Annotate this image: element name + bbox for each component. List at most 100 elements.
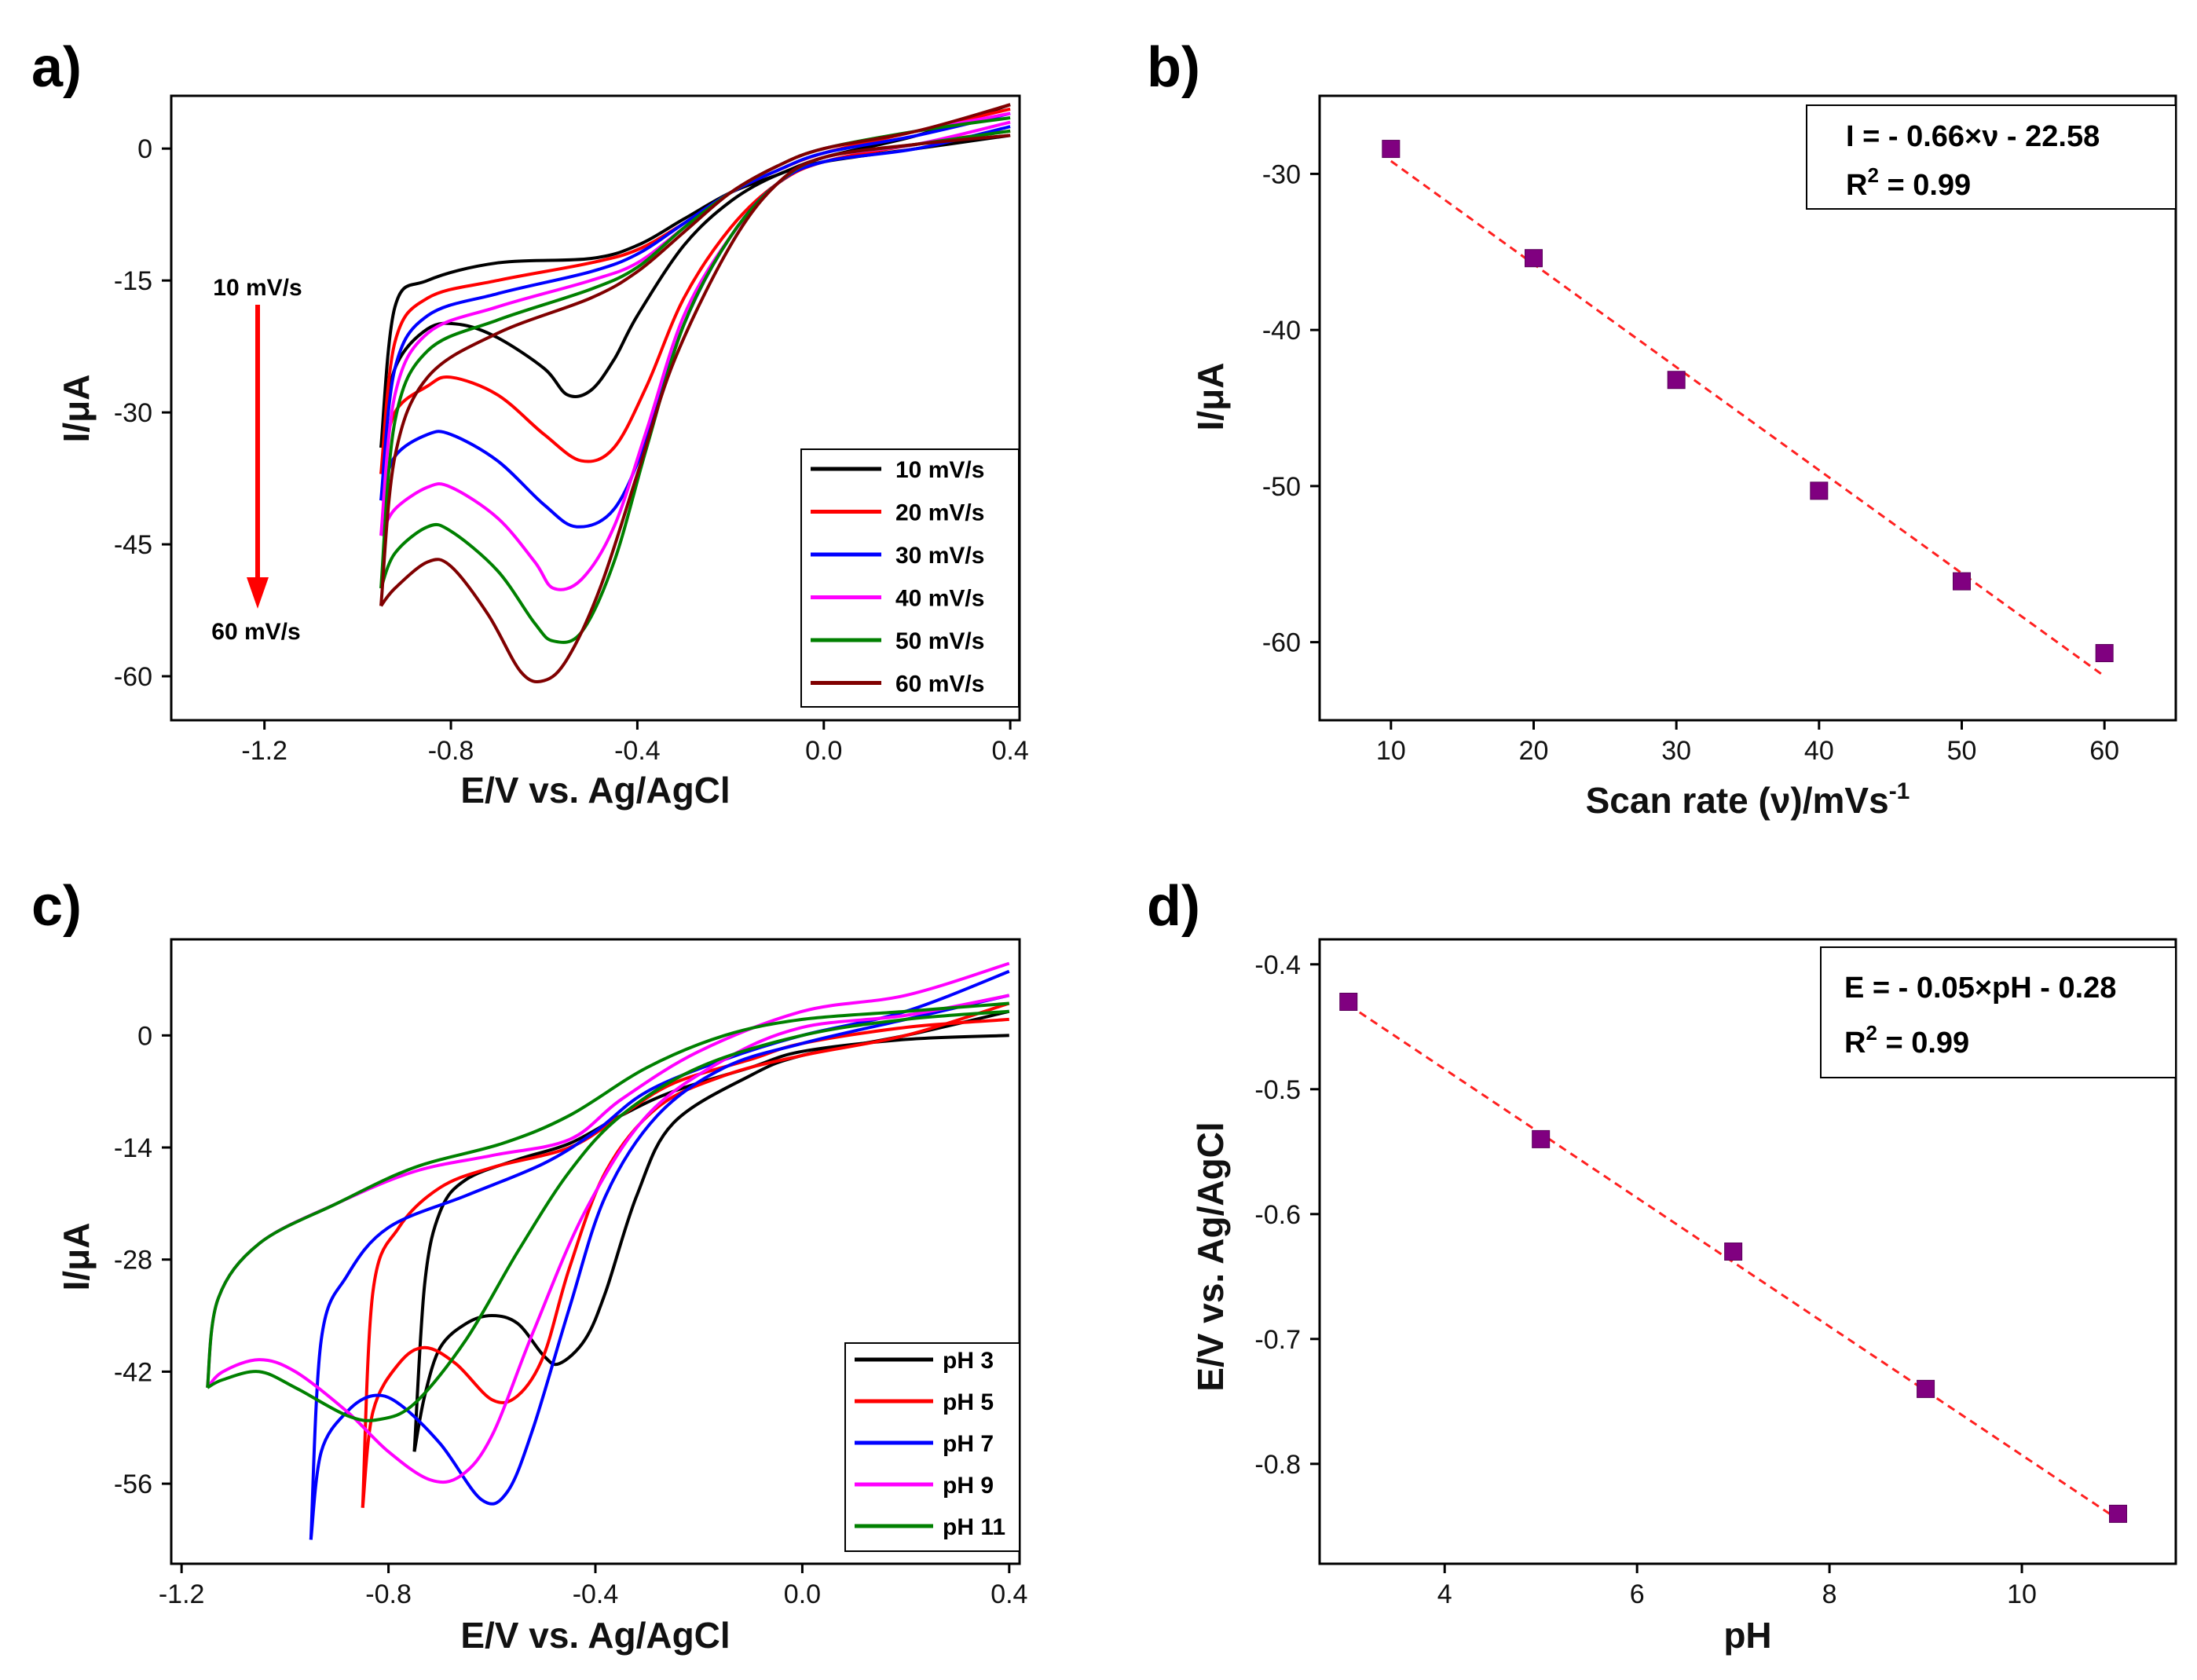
panel-a-xtick-label: -0.4 bbox=[614, 736, 661, 766]
panel-d-r2-label: R bbox=[1844, 1027, 1866, 1060]
panel-c: c) -1.2 -0.8 -0.4 0.0 0.4 0 -14 -28 -42 -56 E/V v… bbox=[31, 875, 1027, 1656]
panel-c-legend-box bbox=[844, 1342, 1020, 1552]
panel-c-legend: pH 3 pH 5 pH 7 pH 9 pH 11 bbox=[844, 1342, 1020, 1552]
panel-d-series bbox=[1339, 993, 2128, 1523]
panel-b-series bbox=[1382, 140, 2114, 663]
panel-c-legend-label: pH 11 bbox=[943, 1514, 1005, 1540]
panel-b-ytick-label: -60 bbox=[1262, 628, 1301, 658]
panel-a-xlabel: E/V vs. Ag/AgCl bbox=[460, 770, 730, 811]
panel-a-legend: 10 mV/s 20 mV/s 30 mV/s 40 mV/s 50 mV/s 60 mV… bbox=[800, 448, 1020, 708]
panel-b-xlabel-main: Scan rate (ν)/mVs bbox=[1586, 780, 1889, 821]
panel-c-ticks: -1.2 -0.8 -0.4 0.0 0.4 0 -14 -28 -42 -56 bbox=[114, 1021, 1028, 1609]
panel-c-legend-label: pH 7 bbox=[943, 1431, 994, 1457]
panel-b-ytick-label: -30 bbox=[1262, 159, 1301, 189]
panel-a-label: a) bbox=[31, 36, 82, 99]
panel-a-ytick-label: -30 bbox=[114, 398, 152, 428]
panel-a-ticks: -1.2 -0.8 -0.4 0.0 0.4 0 -15 -30 -45 -60 bbox=[114, 134, 1029, 766]
panel-d-data-point bbox=[2109, 1504, 2128, 1523]
panel-b-data-point bbox=[2095, 644, 2114, 663]
panel-b-ticks: 10 20 30 40 50 60 -30 -40 -50 -60 bbox=[1262, 159, 2119, 766]
panel-d-xtick-label: 4 bbox=[1437, 1579, 1452, 1609]
panel-d-fit-line bbox=[1347, 1004, 2119, 1521]
panel-a-curve-20-mv-s-forward bbox=[379, 107, 1011, 474]
panel-b-data-point bbox=[1525, 249, 1543, 268]
panel-b-equation-box: I = - 0.66×ν - 22.58 R2 = 0.99 bbox=[1806, 104, 2177, 210]
panel-b-xtick-label: 20 bbox=[1519, 736, 1549, 766]
panel-c-curve-ph-11-reverse bbox=[207, 1009, 1009, 1422]
panel-c-legend-label: pH 5 bbox=[943, 1389, 994, 1415]
panel-a-series bbox=[379, 103, 1011, 683]
panel-c-series bbox=[206, 961, 1010, 1540]
panel-d-r2: R2 = 0.99 bbox=[1844, 1021, 1969, 1060]
panel-a-ytick-label: 0 bbox=[137, 134, 152, 164]
panel-a-xtick-label: 0.4 bbox=[991, 736, 1028, 766]
panel-a-xtick-label: 0.0 bbox=[805, 736, 842, 766]
panel-d-ytick-label: -0.7 bbox=[1254, 1325, 1301, 1355]
panel-d-ylabel: E/V vs. Ag/AgCl bbox=[1190, 1122, 1231, 1391]
panel-d-equation-frame bbox=[1820, 946, 2177, 1078]
panel-c-curve-ph-9-reverse bbox=[206, 994, 1010, 1484]
panel-d-data-point bbox=[1532, 1129, 1551, 1148]
panel-b: b) 10 20 30 40 50 60 -30 -40 -50 -60 Scan rate (ν… bbox=[1147, 36, 2177, 821]
panel-b-xlabel: Scan rate (ν)/mVs-1 bbox=[1586, 778, 1910, 821]
panel-c-label: c) bbox=[31, 875, 82, 938]
panel-c-xtick-label: 0.0 bbox=[784, 1579, 821, 1609]
panel-b-data-point bbox=[1667, 371, 1686, 390]
panel-d: d) 4 6 8 10 -0.4 -0.5 -0.6 -0.7 -0.8 pH E/V vs. … bbox=[1147, 875, 2177, 1656]
panel-c-curve-ph-11-forward bbox=[206, 1001, 1009, 1389]
panel-b-xtick-label: 50 bbox=[1947, 736, 1977, 766]
panel-b-xtick-label: 40 bbox=[1804, 736, 1834, 766]
panel-d-ytick-label: -0.8 bbox=[1254, 1450, 1301, 1480]
panel-d-ytick-label: -0.6 bbox=[1254, 1200, 1301, 1230]
panel-b-label: b) bbox=[1147, 36, 1200, 99]
panel-c-legend-label: pH 9 bbox=[943, 1473, 994, 1499]
panel-a-legend-label: 10 mV/s bbox=[895, 457, 984, 483]
panel-b-xtick-label: 60 bbox=[2089, 736, 2119, 766]
panel-c-xtick-label: -0.8 bbox=[365, 1579, 412, 1609]
panel-a-curve-60-mv-s-reverse bbox=[379, 134, 1011, 683]
panel-d-label: d) bbox=[1147, 875, 1200, 938]
panel-b-xtick-label: 30 bbox=[1661, 736, 1691, 766]
panel-a-legend-items: 10 mV/s 20 mV/s 30 mV/s 40 mV/s 50 mV/s 60 mV… bbox=[811, 457, 984, 697]
panel-a-xtick-label: -0.8 bbox=[428, 736, 474, 766]
panel-d-plot-frame bbox=[1318, 938, 2177, 1565]
panel-d-xtick-label: 8 bbox=[1822, 1579, 1837, 1609]
panel-c-legend-items: pH 3 pH 5 pH 7 pH 9 pH 11 bbox=[855, 1348, 1005, 1540]
panel-d-r2-sup: 2 bbox=[1866, 1021, 1877, 1045]
panel-b-data-point bbox=[1382, 140, 1401, 159]
panel-a-curve-20-mv-s-reverse bbox=[379, 129, 1011, 474]
panel-b-fit-group bbox=[1390, 159, 2106, 678]
panel-c-ytick-label: -14 bbox=[114, 1133, 152, 1163]
panel-a-legend-label: 20 mV/s bbox=[895, 500, 984, 526]
panel-a-xtick-label: -1.2 bbox=[241, 736, 287, 766]
panel-d-ytick-label: -0.4 bbox=[1254, 950, 1301, 980]
panel-d-r2-value: = 0.99 bbox=[1877, 1027, 1969, 1060]
panel-d-xtick-label: 6 bbox=[1630, 1579, 1645, 1609]
panel-b-plot-frame bbox=[1318, 94, 2177, 722]
panel-b-equation-frame bbox=[1806, 104, 2177, 210]
panel-a-annotation-bottom: 60 mV/s bbox=[211, 619, 300, 645]
panel-a-curve-30-mv-s-forward bbox=[379, 112, 1011, 501]
panel-a-ytick-label: -45 bbox=[114, 530, 152, 560]
panel-b-fit-line bbox=[1390, 159, 2106, 678]
panel-b-equation: I = - 0.66×ν - 22.58 bbox=[1846, 120, 2100, 153]
panel-c-curve-ph-9-forward bbox=[206, 961, 1010, 1389]
panel-a-legend-label: 40 mV/s bbox=[895, 586, 984, 612]
panel-b-ylabel: I/μA bbox=[1190, 363, 1231, 431]
panel-b-ytick-label: -50 bbox=[1262, 472, 1301, 502]
panel-d-ytick-label: -0.5 bbox=[1254, 1075, 1301, 1105]
panel-b-ytick-label: -40 bbox=[1262, 316, 1301, 346]
panel-b-r2: R2 = 0.99 bbox=[1846, 163, 1971, 202]
panel-c-xlabel: E/V vs. Ag/AgCl bbox=[460, 1615, 730, 1656]
panel-d-equation-box: E = - 0.05×pH - 0.28 R2 = 0.99 bbox=[1820, 946, 2177, 1078]
panel-c-xtick-label: 0.4 bbox=[990, 1579, 1027, 1609]
panel-b-r2-value: = 0.99 bbox=[1879, 169, 1971, 202]
panel-a-annotation-top: 10 mV/s bbox=[213, 275, 302, 301]
panel-a-curve-30-mv-s-reverse bbox=[379, 125, 1011, 529]
panel-c-ytick-label: -56 bbox=[114, 1470, 152, 1499]
panel-c-ytick-label: -42 bbox=[114, 1357, 152, 1387]
panel-a-ytick-label: -15 bbox=[114, 266, 152, 296]
panel-d-data-point bbox=[1724, 1243, 1743, 1261]
panel-a-curve-10-mv-s-forward bbox=[379, 103, 1011, 448]
panel-b-xlabel-sup: -1 bbox=[1889, 778, 1910, 804]
